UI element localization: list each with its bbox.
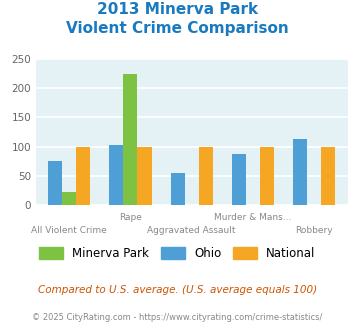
Text: Murder & Mans...: Murder & Mans... [214, 213, 292, 222]
Text: All Violent Crime: All Violent Crime [31, 226, 107, 235]
Bar [109, 145, 124, 205]
Bar [170, 173, 185, 205]
Bar [124, 74, 137, 205]
Text: Aggravated Assault: Aggravated Assault [147, 226, 236, 235]
Bar [199, 147, 213, 205]
Bar [137, 147, 152, 205]
Bar [48, 161, 62, 205]
Bar [76, 147, 90, 205]
Text: 2013 Minerva Park: 2013 Minerva Park [97, 2, 258, 16]
Bar [260, 147, 274, 205]
Bar [62, 192, 76, 205]
Text: Robbery: Robbery [295, 226, 333, 235]
Text: Compared to U.S. average. (U.S. average equals 100): Compared to U.S. average. (U.S. average … [38, 285, 317, 295]
Legend: Minerva Park, Ohio, National: Minerva Park, Ohio, National [35, 242, 320, 264]
Bar [321, 147, 335, 205]
Bar [293, 139, 307, 205]
Bar [232, 154, 246, 205]
Text: Rape: Rape [119, 213, 142, 222]
Text: Violent Crime Comparison: Violent Crime Comparison [66, 21, 289, 36]
Text: © 2025 CityRating.com - https://www.cityrating.com/crime-statistics/: © 2025 CityRating.com - https://www.city… [32, 314, 323, 322]
